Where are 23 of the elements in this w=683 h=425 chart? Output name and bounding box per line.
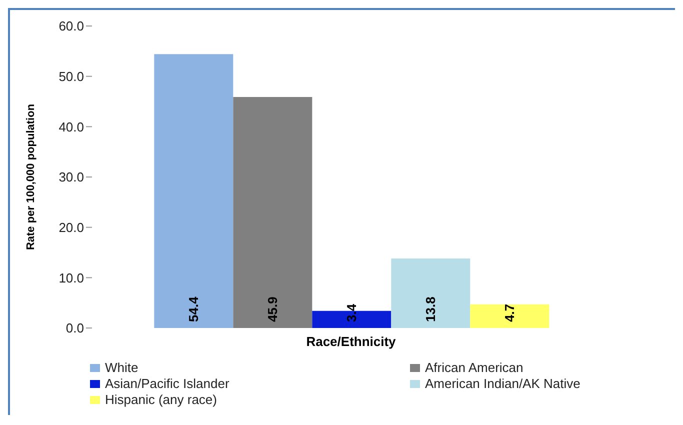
legend-label: White <box>105 360 138 376</box>
y-tick-label: 20.0 <box>58 220 84 235</box>
data-label: 54.4 <box>186 296 202 322</box>
y-tick-label: 10.0 <box>58 270 84 286</box>
y-axis-title: Rate per 100,000 population <box>24 104 37 250</box>
y-tick-label: 50.0 <box>58 68 84 84</box>
bar <box>154 54 234 328</box>
y-tick-label: 0.0 <box>66 320 84 336</box>
y-tick-label: 40.0 <box>58 119 84 134</box>
bar <box>233 96 312 328</box>
legend-label: American Indian/AK Native <box>425 376 580 392</box>
x-axis-title: Race/Ethnicity <box>306 334 397 349</box>
legend-label: Asian/Pacific Islander <box>105 376 230 392</box>
y-tick-label: 60.0 <box>58 18 84 34</box>
y-tick-label: 30.0 <box>58 170 84 185</box>
bar <box>470 304 550 328</box>
legend-label: African American <box>425 360 524 376</box>
data-label: 13.8 <box>423 296 438 322</box>
bar <box>391 258 470 328</box>
data-label: 4.7 <box>502 304 518 322</box>
legend-label: Hispanic (any race) <box>105 392 217 408</box>
data-label: 45.9 <box>265 296 280 322</box>
data-label: 3.4 <box>344 303 360 322</box>
